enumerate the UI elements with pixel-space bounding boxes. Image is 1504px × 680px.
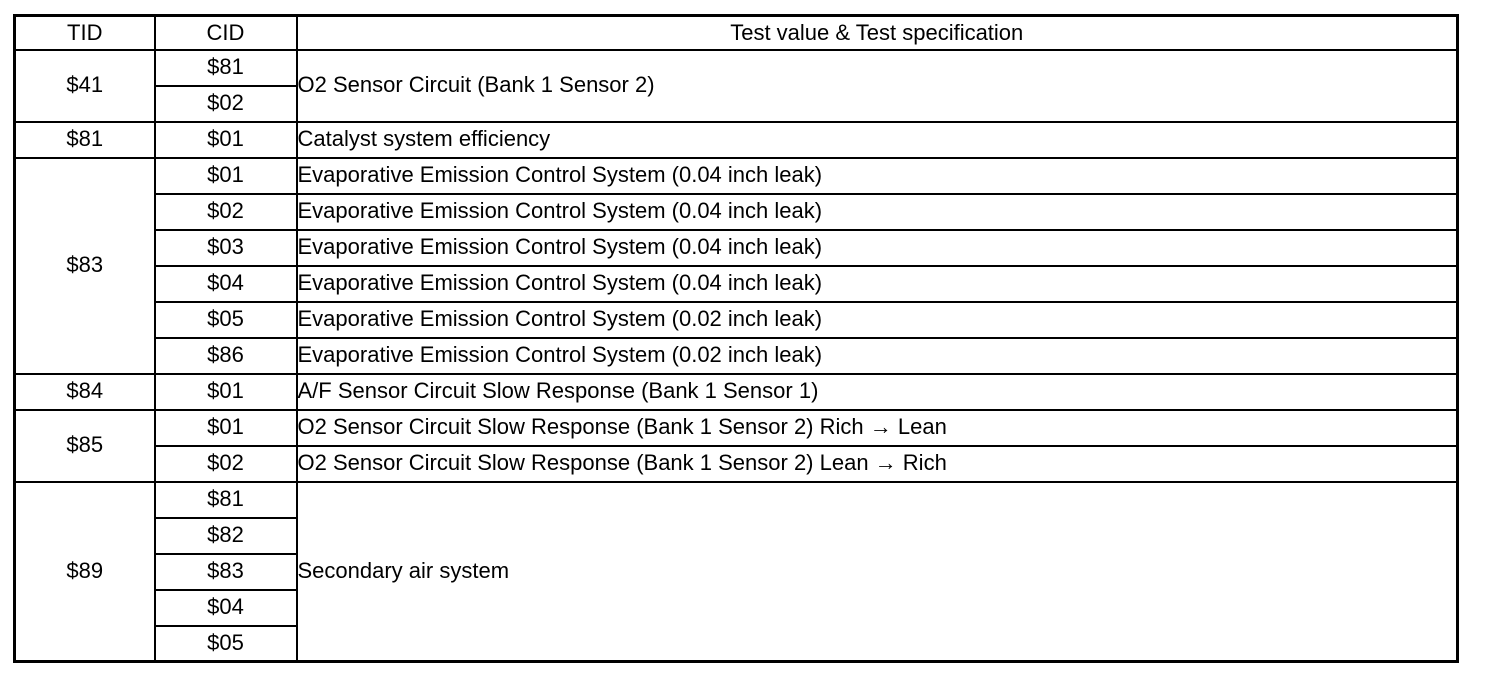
table-row: $02 Evaporative Emission Control System (… xyxy=(15,192,1459,231)
cid-cell: $04 xyxy=(153,588,298,627)
test-spec-cell: Evaporative Emission Control System (0.0… xyxy=(295,156,1459,195)
tid-cell: $84 xyxy=(13,372,156,411)
test-spec-cell: Catalyst system efficiency xyxy=(295,120,1459,159)
cid-cell: $02 xyxy=(153,192,298,231)
cid-cell: $01 xyxy=(153,408,298,447)
cid-cell: $81 xyxy=(153,480,298,519)
cid-cell: $05 xyxy=(153,300,298,339)
test-spec-cell: Evaporative Emission Control System (0.0… xyxy=(295,192,1459,231)
cid-cell: $86 xyxy=(153,336,298,375)
table-row: $85 $01 O2 Sensor Circuit Slow Response (B… xyxy=(13,408,1459,483)
table-row: $02 xyxy=(15,84,1458,123)
column-header-test-spec: Test value & Test specification xyxy=(295,14,1459,51)
table-row: $41 $81 O2 Sensor Circuit (Bank 1 Sensor 2… xyxy=(13,48,1459,123)
tid-cell: $85 xyxy=(13,408,156,483)
column-header-cid: CID xyxy=(153,14,298,51)
table-row: $84 $01 A/F Sensor Circuit Slow Response (… xyxy=(13,372,1459,411)
table-row: $83 $01 Evaporative Emission Control Syste… xyxy=(13,156,1459,375)
cid-cell: $05 xyxy=(153,624,298,663)
test-spec-cell: Evaporative Emission Control System (0.0… xyxy=(295,228,1459,267)
test-spec-cell: Secondary air system xyxy=(295,480,1459,663)
cid-cell: $04 xyxy=(153,264,298,303)
cid-cell: $81 xyxy=(153,48,298,87)
table-row: $04 Evaporative Emission Control System (… xyxy=(15,264,1459,303)
column-header-tid: TID xyxy=(13,14,156,51)
table-row: $05 xyxy=(15,624,1458,663)
cid-cell: $01 xyxy=(153,372,298,411)
table-row: $04 xyxy=(15,588,1458,627)
table-row: $02 O2 Sensor Circuit Slow Response (Bank… xyxy=(15,444,1459,483)
table-header: TID CID Test value & Test specification xyxy=(13,14,1459,51)
table-row: $03 Evaporative Emission Control System (… xyxy=(15,228,1459,267)
test-spec-cell: Evaporative Emission Control System (0.0… xyxy=(295,300,1459,339)
tid-cell: $83 xyxy=(13,156,156,375)
cid-cell: $03 xyxy=(153,228,298,267)
test-spec-cell: O2 Sensor Circuit (Bank 1 Sensor 2) xyxy=(295,48,1459,123)
table-row: $86 Evaporative Emission Control System (… xyxy=(15,336,1459,375)
cid-cell: $02 xyxy=(153,444,298,483)
cid-cell: $82 xyxy=(153,516,298,555)
test-spec-cell: Evaporative Emission Control System (0.0… xyxy=(295,264,1459,303)
test-spec-cell: Evaporative Emission Control System (0.0… xyxy=(295,336,1459,375)
table-row: $82 xyxy=(15,516,1458,555)
cid-cell: $01 xyxy=(153,120,298,159)
test-spec-cell: O2 Sensor Circuit Slow Response (Bank 1 … xyxy=(295,408,1459,447)
cid-cell: $02 xyxy=(153,84,298,123)
tid-cell: $89 xyxy=(13,480,156,663)
table-row: $81 $01 Catalyst system efficiency xyxy=(13,120,1459,159)
test-specification-table: TID CID Test value & Test specification … xyxy=(13,14,1459,663)
test-spec-cell: A/F Sensor Circuit Slow Response (Bank 1… xyxy=(295,372,1459,411)
test-spec-cell: O2 Sensor Circuit Slow Response (Bank 1 … xyxy=(295,444,1459,483)
table-row: $83 xyxy=(15,552,1458,591)
table-row: $05 Evaporative Emission Control System (… xyxy=(15,300,1459,339)
header-row: TID CID Test value & Test specification xyxy=(13,14,1459,51)
cid-cell: $01 xyxy=(153,156,298,195)
table-row: $89 $81 Secondary air system xyxy=(13,480,1459,663)
table-body: $41 $81 O2 Sensor Circuit (Bank 1 Sensor 2… xyxy=(13,48,1459,663)
cid-cell: $83 xyxy=(153,552,298,591)
tid-cell: $81 xyxy=(13,120,156,159)
tid-cell: $41 xyxy=(13,48,156,123)
